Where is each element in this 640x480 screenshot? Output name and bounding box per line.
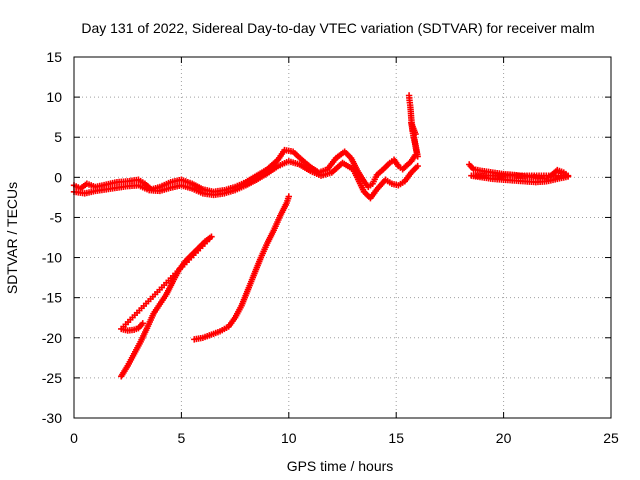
data-point [564,173,572,180]
x-tick-label: 5 [178,430,186,446]
plot-frame [73,56,612,419]
series-arc-descending-6-10h [191,193,292,343]
x-axis-label: GPS time / hours [287,458,394,474]
x-tick-label: 20 [496,430,512,446]
data-point [285,193,292,200]
x-tick-label: 10 [281,430,297,446]
y-axis-label: SDTVAR / TECUs [4,182,20,294]
data-point [412,130,419,138]
series-arc-main-lower-band [70,158,421,202]
y-tick-label: -5 [50,209,63,225]
grid [74,57,611,418]
series-arc-late-18-23h [466,161,572,186]
x-tick-label: 15 [388,430,404,446]
y-tick-label: 15 [46,49,62,65]
x-tick-label: 0 [70,430,78,446]
y-tick-label: 0 [54,169,62,185]
y-tick-label: -15 [42,290,62,306]
y-tick-label: -20 [42,330,62,346]
chart-title: Day 131 of 2022, Sidereal Day-to-day VTE… [81,20,594,36]
series-arc-descending-2-6h [118,233,215,380]
y-tick-label: -30 [42,410,62,426]
x-tick-label: 25 [603,430,619,446]
data-point [139,320,146,327]
series-arc-spike-15_6h [405,92,421,160]
y-tick-label: 5 [54,129,62,145]
data-point [414,162,421,170]
y-tick-label: 10 [46,89,62,105]
y-tick-label: -25 [42,370,62,386]
y-tick-label: -10 [42,250,62,266]
axis-ticks: 0 5 10 15 20 25 -30 -25 -20 -15 -10 -5 0 5 10 15 [42,49,619,446]
data-series [70,92,572,380]
